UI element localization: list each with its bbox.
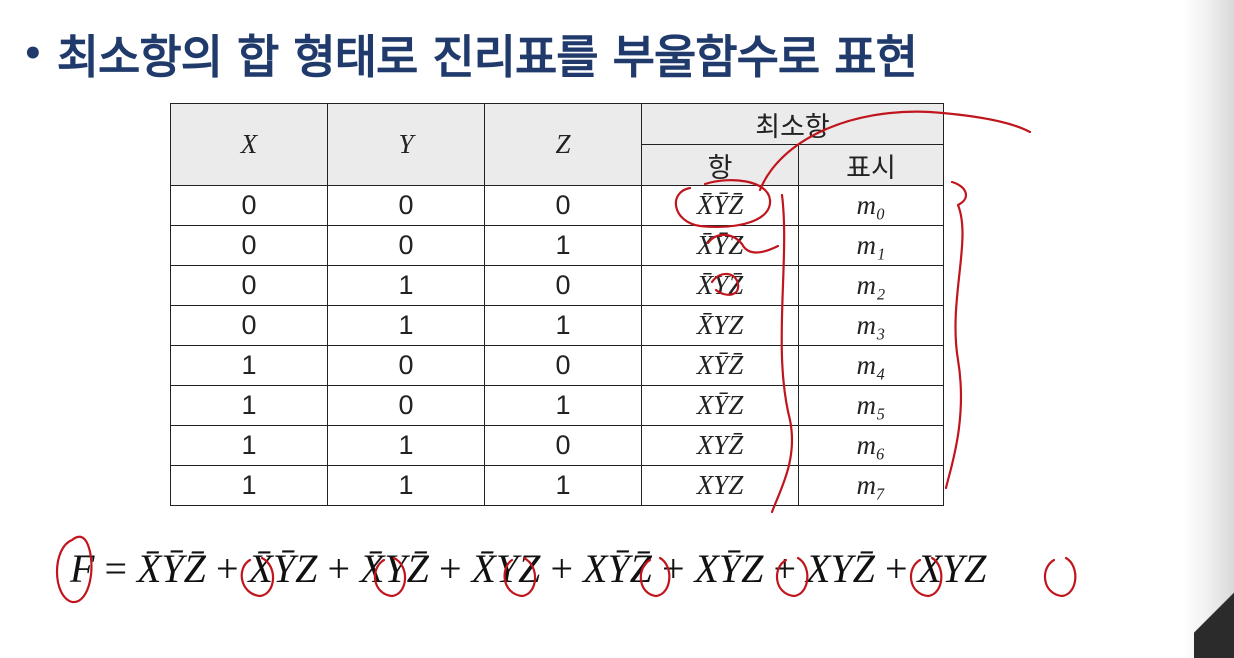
cell-symbol: m₁ [798, 225, 944, 266]
cell-term: XȲZ̄ [641, 345, 799, 386]
equation-lhs: F [70, 546, 95, 591]
header-symbol: 표시 [798, 144, 944, 186]
cell-x: 0 [170, 185, 328, 226]
plus-sign: + [773, 546, 796, 591]
cell-term: XYZ [641, 465, 799, 506]
plus-sign: + [884, 546, 908, 591]
header-x: X [170, 103, 328, 186]
table-row: 1 1 1 XYZ m₇ [170, 465, 944, 506]
table-row: 1 0 0 XȲZ̄ m₄ [170, 345, 944, 386]
bullet-icon: • [22, 34, 44, 74]
cell-term: X̄ȲZ [641, 225, 799, 266]
cell-x: 1 [170, 465, 328, 506]
plus-sign: + [550, 546, 573, 591]
cell-z: 1 [484, 465, 642, 506]
cell-symbol: m₂ [798, 265, 944, 306]
equation-term: X̄YZ̄ [360, 546, 429, 591]
header-minterm-group: 최소항 [641, 103, 944, 145]
cell-y: 1 [327, 305, 485, 346]
cell-term: X̄YZ̄ [641, 265, 799, 306]
cell-x: 1 [170, 425, 328, 466]
cell-symbol: m₃ [798, 305, 944, 346]
plus-sign: + [661, 546, 685, 591]
cell-y: 0 [327, 345, 485, 386]
cell-symbol: m₆ [798, 425, 944, 466]
cell-z: 1 [484, 225, 642, 266]
cell-z: 0 [484, 425, 642, 466]
table-row: 1 1 0 XYZ̄ m₆ [170, 425, 944, 466]
header-y: Y [327, 103, 485, 186]
table-row: 0 1 0 X̄YZ̄ m₂ [170, 265, 944, 306]
cell-x: 0 [170, 265, 328, 306]
cell-x: 0 [170, 305, 328, 346]
cell-term: XYZ̄ [641, 425, 799, 466]
cell-x: 1 [170, 385, 328, 426]
cell-z: 0 [484, 265, 642, 306]
cell-y: 0 [327, 385, 485, 426]
equation-term: XYZ̄ [806, 546, 875, 591]
annotation-circle-plus [1044, 556, 1077, 598]
equation-term: XȲZ [694, 546, 764, 591]
cell-y: 1 [327, 425, 485, 466]
slide-title: • 최소항의 합 형태로 진리표를 부울함수로 표현 [22, 14, 918, 94]
header-term: 항 [641, 144, 799, 186]
right-edge-shadow [1182, 0, 1234, 658]
plus-sign: + [327, 546, 350, 591]
header-row: X Y Z 최소항 [170, 103, 944, 186]
equation-term: X̄ȲZ̄ [137, 546, 206, 591]
truth-table: X Y Z 최소항 항 표시 0 0 0 X̄ȲZ̄ m₀ 0 0 1 X̄ȲZ… [170, 103, 944, 506]
cell-z: 0 [484, 345, 642, 386]
cell-y: 0 [327, 225, 485, 266]
equation-term: XYZ [917, 546, 987, 591]
cell-z: 0 [484, 185, 642, 226]
equation-term: X̄YZ [471, 546, 541, 591]
title-text: 최소항의 합 형태로 진리표를 부울함수로 표현 [56, 30, 918, 84]
cell-x: 0 [170, 225, 328, 266]
table-row: 0 0 0 X̄ȲZ̄ m₀ [170, 185, 944, 226]
cell-symbol: m₀ [798, 185, 944, 226]
cell-x: 1 [170, 345, 328, 386]
table-row: 0 0 1 X̄ȲZ m₁ [170, 225, 944, 266]
annotation-brace-right [944, 180, 968, 490]
cell-symbol: m₇ [798, 465, 944, 506]
cell-term: XȲZ [641, 385, 799, 426]
cell-symbol: m₄ [798, 345, 944, 386]
cell-y: 1 [327, 265, 485, 306]
corner-shadow [1194, 578, 1234, 658]
equals-sign: = [104, 546, 127, 591]
header-z: Z [484, 103, 642, 186]
equation-term: XȲZ̄ [583, 546, 652, 591]
boolean-equation: F = X̄ȲZ̄ + X̄ȲZ + X̄YZ̄ + X̄YZ + XȲZ̄ + XȲZ + XYZ̄ + XY… [70, 545, 986, 592]
cell-y: 1 [327, 465, 485, 506]
equation-term: X̄ȲZ [248, 546, 318, 591]
cell-term: X̄ȲZ̄ [641, 185, 799, 226]
cell-z: 1 [484, 305, 642, 346]
table-row: 0 1 1 X̄YZ m₃ [170, 305, 944, 346]
cell-y: 0 [327, 185, 485, 226]
cell-symbol: m₅ [798, 385, 944, 426]
plus-sign: + [215, 546, 239, 591]
table-row: 1 0 1 XȲZ m₅ [170, 385, 944, 426]
plus-sign: + [438, 546, 462, 591]
cell-z: 1 [484, 385, 642, 426]
cell-term: X̄YZ [641, 305, 799, 346]
